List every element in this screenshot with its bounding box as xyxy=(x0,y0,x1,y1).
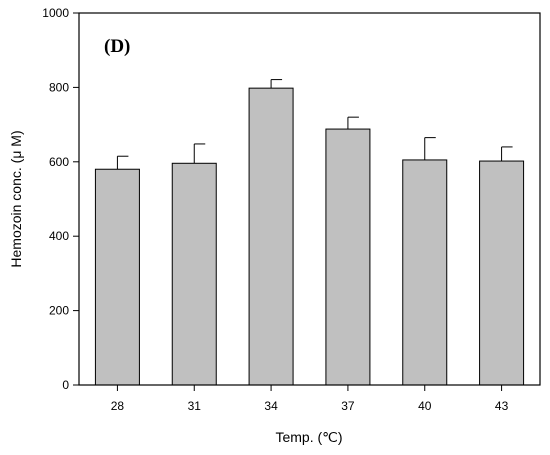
x-tick-label-34: 34 xyxy=(264,399,278,413)
x-axis: 28 31 34 37 40 43 xyxy=(111,385,509,413)
y-tick-label-1000: 1000 xyxy=(42,6,69,20)
error-bars-layer xyxy=(116,79,513,170)
bar-28 xyxy=(94,168,140,386)
x-tick-label-31: 31 xyxy=(188,399,202,413)
bar-37 xyxy=(325,128,371,386)
bar-34 xyxy=(248,87,294,386)
y-tick-label-800: 800 xyxy=(49,80,69,94)
y-tick-label-400: 400 xyxy=(49,229,69,243)
x-tick-label-40: 40 xyxy=(418,399,432,413)
y-tick-label-0: 0 xyxy=(62,378,69,392)
x-axis-label: Temp. (℃) xyxy=(275,429,342,445)
x-tick-label-37: 37 xyxy=(341,399,355,413)
y-axis: 0 200 400 600 800 1000 xyxy=(42,6,79,392)
bar-40 xyxy=(402,159,448,386)
bars-layer xyxy=(94,87,525,386)
y-tick-label-600: 600 xyxy=(49,155,69,169)
y-tick-label-200: 200 xyxy=(49,304,69,318)
panel-label: (D) xyxy=(104,36,130,57)
x-tick-label-43: 43 xyxy=(495,399,509,413)
x-tick-label-28: 28 xyxy=(111,399,125,413)
bar-43 xyxy=(479,160,525,386)
y-axis-label: Hemozoin conc. (μ M) xyxy=(8,130,24,267)
plot-frame xyxy=(78,12,541,386)
bar-31 xyxy=(171,162,217,386)
